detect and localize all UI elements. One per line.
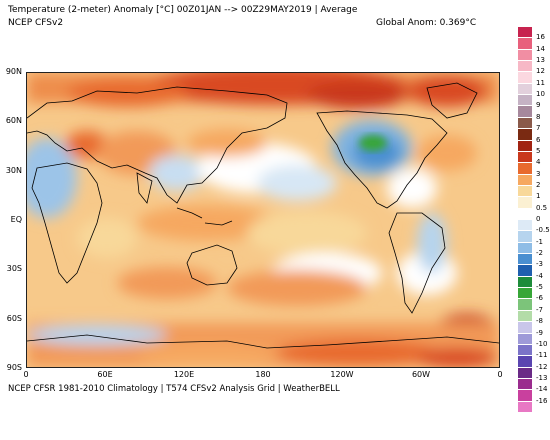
colorbar-tick-label: -4 [536,271,543,280]
colorbar-cell [518,105,532,117]
colorbar-cell [518,400,532,412]
colorbar-tick-label: -16 [536,396,548,405]
colorbar-cell [518,150,532,163]
colorbar-cell [518,26,532,38]
coastlines [27,82,499,349]
colorbar-tick-label: 4 [536,158,541,167]
colorbar-cell [518,37,532,49]
colorbar [518,26,532,412]
lon-label: 60W [411,370,431,379]
colorbar-tick-label: -5 [536,283,543,292]
lat-label: EQ [10,215,22,224]
lon-label: 180 [255,370,271,379]
colorbar-cell [518,60,532,72]
footer-credit: NCEP CFSR 1981-2010 Climatology | T574 C… [8,384,340,394]
colorbar-tick-label: -12 [536,362,548,371]
lat-label: 30S [6,264,22,274]
colorbar-cell [518,128,532,140]
colorbar-cell [518,287,532,299]
lon-label: 120E [173,370,195,379]
colorbar-cell [518,207,532,219]
colorbar-tick-label: 9 [536,101,541,110]
colorbar-tick-label: 14 [536,44,545,53]
colorbar-cell [518,366,532,378]
anomaly-map [26,72,500,368]
colorbar-tick-label: -9 [536,328,543,337]
colorbar-cell [518,355,532,367]
colorbar-tick-label: 6 [536,135,541,144]
lon-label: 60E [97,370,113,379]
colorbar-tick-label: -3 [536,260,543,269]
colorbar-tick-label: 2 [536,180,541,189]
colorbar-tick-label: -14 [536,385,548,394]
colorbar-tick-label: 8 [536,112,541,121]
lon-label: 120W [330,370,354,379]
colorbar-cell [518,309,532,322]
colorbar-cell [518,219,532,231]
colorbar-cell [518,162,532,174]
colorbar-cell [518,139,532,151]
colorbar-tick-label: 0.5 [536,203,548,212]
colorbar-cell [518,264,532,276]
global-anomaly-label: Global Anom: 0.369°C [376,18,477,28]
colorbar-cell [518,275,532,288]
colorbar-cell [518,241,532,254]
colorbar-cell [518,196,532,208]
cold-anomaly-spot [359,135,387,151]
colorbar-cell [518,332,532,344]
colorbar-tick-label: -2 [536,249,543,258]
lat-label: 90S [6,363,22,372]
colorbar-tick-label: 16 [536,33,545,42]
colorbar-cell [518,230,532,242]
colorbar-cell [518,389,532,401]
colorbar-tick-label: -11 [536,351,548,360]
lon-label: 0 [497,370,503,379]
lat-label: 60N [5,116,22,126]
colorbar-cell [518,184,532,197]
colorbar-cell [518,321,532,333]
colorbar-tick-label: -7 [536,305,543,314]
lat-label: 30N [5,165,22,175]
colorbar-tick-label: 11 [536,78,545,87]
colorbar-cell [518,377,532,390]
colorbar-tick-label: -1 [536,237,543,246]
colorbar-tick-label: -13 [536,373,548,382]
colorbar-cell [518,173,532,185]
colorbar-cell [518,116,532,129]
colorbar-tick-label: -8 [536,317,543,326]
colorbar-tick-label: -6 [536,294,543,303]
colorbar-cell [518,48,532,61]
colorbar-cell [518,343,532,356]
colorbar-cell [518,71,532,83]
anomaly-field [27,73,499,367]
colorbar-cell [518,82,532,95]
lat-label: 60S [6,313,22,323]
colorbar-cell [518,298,532,310]
lat-label: 90N [5,67,22,76]
colorbar-tick-label: 3 [536,169,541,178]
source-label: NCEP CFSv2 [8,18,64,28]
colorbar-tick-label: -10 [536,339,548,348]
chart-title: Temperature (2-meter) Anomaly [°C] 00Z01… [8,5,358,15]
colorbar-cell [518,253,532,265]
colorbar-tick-label: 10 [536,90,545,99]
colorbar-tick-label: 1 [536,192,541,201]
colorbar-tick-label: 13 [536,56,545,65]
colorbar-tick-label: 7 [536,124,541,133]
colorbar-tick-label: 5 [536,146,541,155]
colorbar-tick-label: 0 [536,215,541,223]
colorbar-tick-label: 12 [536,67,545,76]
colorbar-tick-label: -0.5 [536,226,550,235]
lon-label: 0 [23,370,29,379]
colorbar-cell [518,94,532,106]
